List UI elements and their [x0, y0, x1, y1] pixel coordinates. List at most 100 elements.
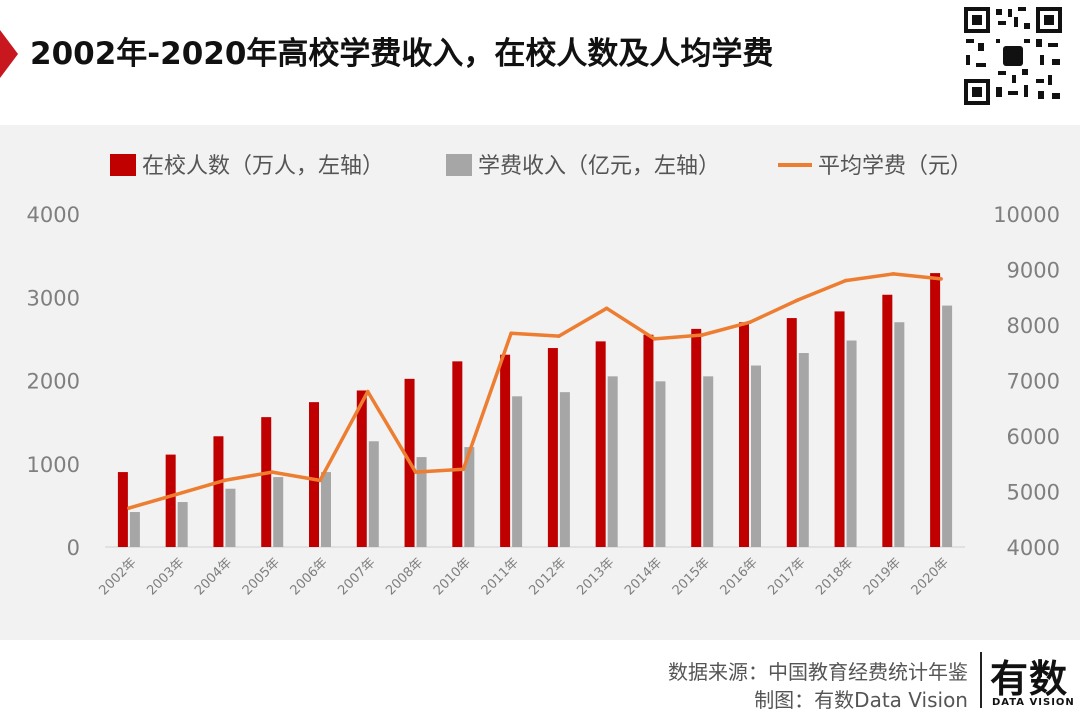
bar-revenue — [512, 396, 523, 547]
y-right-tick-label: 5000 — [1007, 481, 1060, 505]
bar-enrollment — [261, 417, 272, 547]
bar-enrollment — [547, 348, 558, 547]
point-avg-fee — [461, 467, 466, 472]
point-avg-fee — [557, 334, 561, 338]
point-avg-fee — [270, 470, 275, 474]
chart: 0 1000 2000 3000 4000 4000 5000 6000 7000 8000 900… — [27, 154, 1060, 598]
bar-enrollment — [930, 273, 941, 547]
bar-enrollment — [500, 354, 511, 547]
point-avg-fee — [891, 272, 896, 276]
x-tick-label: 2010年 — [431, 555, 474, 598]
bar-revenue — [225, 488, 236, 547]
x-tick-label: 2020年 — [909, 555, 952, 598]
title-accent-mark — [0, 30, 18, 78]
bar-enrollment — [739, 322, 749, 547]
y-left-tick-label: 1000 — [27, 453, 80, 477]
point-avg-fee — [748, 320, 752, 325]
bar-revenue — [416, 457, 427, 547]
x-tick-label: 2007年 — [335, 555, 378, 598]
brand-logo: 有数 — [990, 657, 1069, 701]
bar-revenue — [129, 512, 140, 547]
point-avg-fee — [413, 470, 418, 474]
point-avg-fee — [843, 278, 848, 283]
x-tick-label: 2019年 — [861, 555, 904, 598]
bar-enrollment — [595, 341, 606, 547]
x-tick-label: 2011年 — [479, 555, 522, 598]
point-avg-fee — [365, 389, 370, 394]
x-tick-label: 2004年 — [192, 555, 235, 598]
bar-enrollment — [213, 436, 224, 547]
x-tick-label: 2005年 — [240, 555, 283, 598]
bar-revenue — [464, 447, 475, 547]
y-left-tick-label: 2000 — [27, 370, 80, 394]
bar-enrollment — [882, 294, 893, 547]
bar-enrollment — [834, 311, 845, 547]
bar-revenue — [559, 392, 570, 547]
x-tick-label: 2003年 — [144, 555, 187, 598]
x-tick-label: 2017年 — [765, 555, 808, 598]
bar-revenue — [751, 365, 761, 547]
x-tick-label: 2008年 — [383, 555, 426, 598]
bar-enrollment — [165, 454, 176, 547]
x-tick-label: 2014年 — [622, 555, 665, 598]
point-avg-fee — [127, 506, 131, 510]
bar-revenue — [177, 502, 188, 547]
bar-revenue — [703, 376, 714, 547]
point-avg-fee — [652, 337, 657, 341]
point-avg-fee — [222, 478, 227, 483]
bar-revenue — [321, 472, 331, 547]
bar-revenue — [894, 322, 905, 547]
brand-tagline: DATA VISION — [992, 697, 1075, 708]
bar-revenue — [655, 381, 666, 547]
bar-revenue — [368, 441, 379, 547]
point-avg-fee — [509, 331, 513, 336]
legend-swatch-enrollment — [110, 154, 136, 176]
point-avg-fee — [604, 306, 609, 311]
legend-label-revenue: 学费收入（亿元，左轴） — [478, 154, 720, 179]
page-title: 2002年-2020年高校学费收入，在校人数及人均学费 — [30, 36, 774, 72]
header: 2002年-2020年高校学费收入，在校人数及人均学费 — [0, 0, 1080, 118]
bar-revenue — [798, 353, 809, 547]
y-right-tick-label: 8000 — [1007, 314, 1060, 338]
y-right-tick-label: 9000 — [1007, 259, 1060, 283]
y-right-tick-label: 7000 — [1007, 370, 1060, 394]
bar-enrollment — [356, 390, 367, 547]
bar-revenue — [942, 305, 953, 547]
bar-enrollment — [452, 361, 463, 547]
bar-revenue — [607, 376, 618, 547]
x-tick-label: 2002年 — [97, 555, 140, 598]
bar-enrollment — [117, 472, 128, 547]
point-avg-fee — [939, 277, 943, 281]
point-avg-fee — [318, 478, 322, 483]
x-tick-label: 2013年 — [574, 555, 617, 598]
bar-enrollment — [309, 402, 319, 547]
y-left-tick-label: 3000 — [27, 286, 80, 310]
x-tick-label: 2018年 — [813, 555, 856, 598]
line-avg-fee — [128, 272, 942, 510]
x-tick-label: 2012年 — [527, 555, 570, 598]
y-left-tick-label: 4000 — [27, 203, 80, 227]
point-avg-fee — [174, 492, 179, 497]
point-avg-fee — [795, 298, 800, 302]
bar-revenue — [273, 477, 284, 547]
y-right-tick-label: 4000 — [1007, 536, 1060, 560]
bar-enrollment — [691, 328, 702, 547]
qr-code-icon — [962, 5, 1064, 107]
bar-enrollment — [643, 334, 654, 547]
bar-revenue — [846, 340, 857, 547]
legend-swatch-revenue — [446, 154, 472, 176]
footer — [0, 640, 1080, 715]
y-left-tick-label: 0 — [67, 536, 80, 560]
legend-label-avg-fee: 平均学费（元） — [818, 154, 972, 179]
x-tick-label: 2015年 — [670, 555, 713, 598]
data-source: 数据来源：中国教育经费统计年鉴 — [668, 660, 968, 684]
x-tick-label: 2016年 — [718, 555, 761, 598]
bar-enrollment — [786, 318, 797, 547]
footer-divider — [980, 652, 982, 708]
chart-credit: 制图：有数Data Vision — [754, 688, 968, 712]
y-right-tick-label: 6000 — [1007, 425, 1060, 449]
legend-label-enrollment: 在校人数（万人，左轴） — [142, 154, 384, 179]
y-right-tick-label: 10000 — [993, 203, 1060, 227]
x-tick-label: 2006年 — [288, 555, 331, 598]
point-avg-fee — [700, 333, 705, 337]
